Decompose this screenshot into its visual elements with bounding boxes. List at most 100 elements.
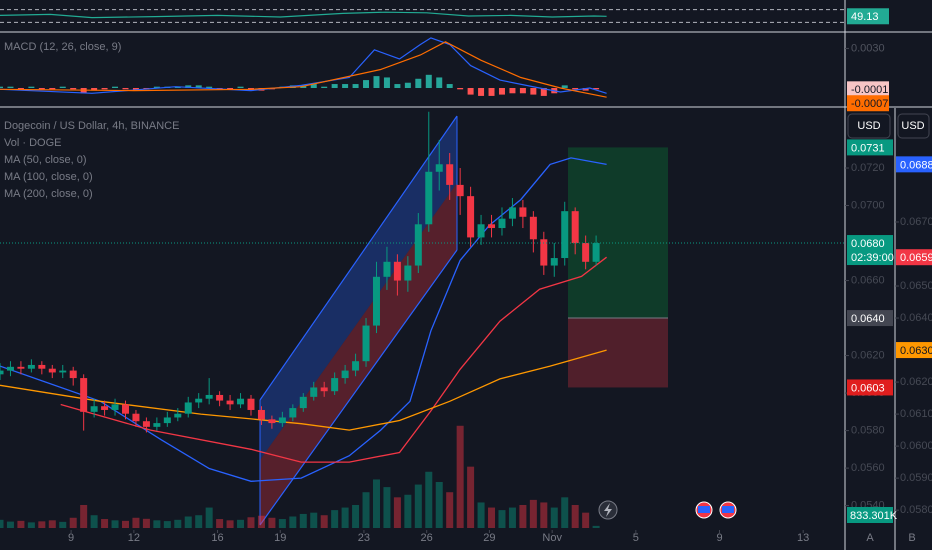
ma-value-label: 0.0630 [900,345,932,357]
volume-bar [456,425,464,528]
volume-bar [59,521,67,528]
volume-bar [331,510,339,528]
x-tick-label: 9 [68,532,74,544]
volume-bar [48,520,56,528]
y-tick-label: 0.0560 [851,462,885,474]
volume-bar [0,519,4,528]
macd-histogram-bar [17,88,24,90]
candle-body [571,211,579,244]
candle-body [90,406,98,412]
macd-histogram-bar [206,86,213,89]
macd-histogram-bar [237,86,244,89]
candle-body [184,402,192,414]
macd-histogram-bar [91,88,98,91]
volume-bar [90,515,98,528]
y2-tick-label: 0.0650 [900,280,932,292]
macd-tick-label: 0.0030 [851,42,885,54]
x-tick-label: 23 [358,532,370,544]
macd-histogram-bar [582,88,589,91]
volume-bar [38,521,46,528]
macd-histogram-bar [436,77,443,89]
y2-tick-label: 0.0670 [900,216,932,228]
candle-body [352,361,360,371]
macd-histogram-bar [425,74,432,89]
candle-body [153,423,161,427]
candle-body [80,378,88,412]
candle-body [121,404,129,414]
volume-bar [571,505,579,528]
candle-body [163,417,171,424]
volume-bar [184,516,192,528]
channel-line [259,115,458,401]
volume-bar [216,519,224,528]
currency-button[interactable] [847,113,891,139]
candle-body [425,171,433,225]
x-tick-label: 9 [716,532,722,544]
volume-bar [278,519,286,528]
candle-body [59,370,67,373]
macd-histogram-bar [488,88,495,96]
candle-body [310,387,318,397]
entry-label: 0.0640 [851,313,885,325]
ma-value-label-box [896,249,932,266]
volume-bar [237,519,245,528]
scale-button[interactable]: B [908,532,915,544]
volume-bar [289,516,297,528]
ma-value-label-box [896,156,932,173]
moving-average [60,256,607,463]
rsi-line [0,11,607,19]
currency-button-label[interactable]: USD [901,120,924,132]
candle-body [237,398,245,405]
candle-body [132,413,140,422]
volume-bar [592,525,600,528]
volume-bar [446,492,454,528]
volume-bar [561,497,569,528]
y2-tick-label: 0.0640 [900,312,932,324]
entry-label-box [847,310,893,327]
macd-signal-label: -0.0007 [851,98,888,110]
candle-body [142,421,150,427]
y2-tick-label: 0.0610 [900,408,932,420]
legend-item: MA (100, close, 0) [4,171,93,183]
candle-body [216,394,224,401]
currency-button-label[interactable]: USD [857,120,880,132]
macd-signal-line [0,41,607,98]
macd-histogram-bar [70,88,77,90]
x-tick-label: 12 [128,532,140,544]
volume-bar [383,487,391,528]
macd-signal-label-box [847,95,889,112]
scale-button[interactable]: A [866,532,874,544]
macd-histogram-bar [185,85,192,89]
volume-bar [27,522,35,528]
volume-bar [477,502,485,528]
volume-bar [540,502,548,528]
currency-button[interactable] [897,113,930,139]
candle-body [404,265,412,281]
macd-histogram-bar [342,84,349,89]
y-tick-label: 0.0700 [851,199,885,211]
moving-average [0,157,607,482]
candle-body [289,408,297,418]
moving-average [0,349,607,431]
volume-bar [404,494,412,528]
volume-bar [257,515,265,528]
volume-bar [498,510,506,528]
candle-body [299,396,307,409]
macd-histogram-bar [38,88,45,90]
macd-hist-label-box [847,81,889,98]
macd-histogram-bar [7,86,14,89]
y2-tick-label: 0.0580 [900,504,932,516]
lightning [604,503,612,517]
macd-histogram-bar [227,88,234,90]
candle-body [498,218,506,229]
volume-bar [80,505,88,528]
current-price-label: 0.0680 [851,238,885,250]
volume-bar [6,521,14,528]
current-price-box [847,235,893,266]
macd-histogram-bar [112,86,119,89]
candle-body [27,364,35,369]
ma-value-label: 0.0688 [900,159,932,171]
candle-body [467,196,475,238]
